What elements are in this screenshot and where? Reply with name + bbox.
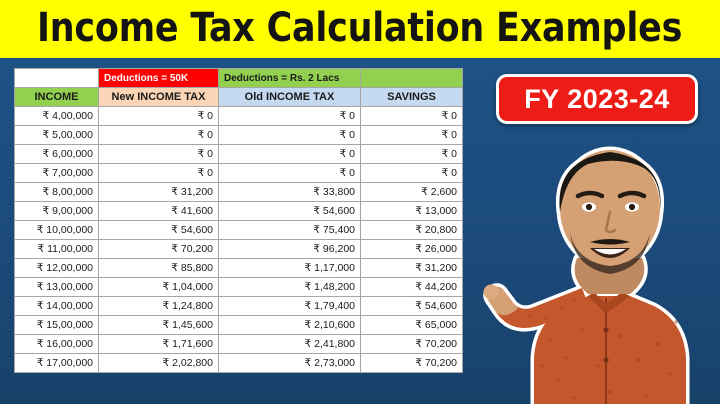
cell-savings[interactable]: ₹ 70,200: [360, 334, 463, 354]
cell-old-income-tax[interactable]: ₹ 96,200: [218, 239, 361, 259]
cell-income[interactable]: ₹ 10,00,000: [14, 220, 99, 240]
cell-old-income-tax[interactable]: ₹ 2,41,800: [218, 334, 361, 354]
table-row: ₹ 15,00,000 ₹ 1,45,600 ₹ 2,10,600 ₹ 65,000: [14, 315, 463, 335]
cell-income[interactable]: ₹ 13,00,000: [14, 277, 99, 297]
cell-savings[interactable]: ₹ 0: [360, 163, 463, 183]
shirt: [534, 296, 686, 404]
cell-new-income-tax[interactable]: ₹ 41,600: [98, 201, 219, 221]
cell-old-income-tax[interactable]: ₹ 1,17,000: [218, 258, 361, 278]
page-title: Income Tax Calculation Examples: [37, 5, 683, 51]
cell-income[interactable]: ₹ 16,00,000: [14, 334, 99, 354]
note-cell-blank: [14, 68, 99, 88]
cell-savings[interactable]: ₹ 31,200: [360, 258, 463, 278]
table-header-row: INCOME New INCOME TAX Old INCOME TAX SAV…: [14, 87, 463, 107]
cell-new-income-tax[interactable]: ₹ 1,45,600: [98, 315, 219, 335]
cell-savings[interactable]: ₹ 44,200: [360, 277, 463, 297]
income-tax-table: Deductions = 50K Deductions = Rs. 2 Lacs…: [14, 68, 463, 373]
cell-savings[interactable]: ₹ 70,200: [360, 353, 463, 373]
content-stage: Deductions = 50K Deductions = Rs. 2 Lacs…: [0, 58, 720, 404]
cell-new-income-tax[interactable]: ₹ 2,02,800: [98, 353, 219, 373]
cell-new-income-tax[interactable]: ₹ 31,200: [98, 182, 219, 202]
note-cell-savings: [360, 68, 463, 88]
table-row: ₹ 12,00,000 ₹ 85,800 ₹ 1,17,000 ₹ 31,200: [14, 258, 463, 278]
cell-income[interactable]: ₹ 9,00,000: [14, 201, 99, 221]
table-row: ₹ 11,00,000 ₹ 70,200 ₹ 96,200 ₹ 26,000: [14, 239, 463, 259]
presenter-illustration: [483, 146, 690, 404]
cell-income[interactable]: ₹ 7,00,000: [14, 163, 99, 183]
table-row: ₹ 6,00,000 ₹ 0 ₹ 0 ₹ 0: [14, 144, 463, 164]
fy-badge: FY 2023-24: [496, 74, 698, 124]
cell-old-income-tax[interactable]: ₹ 1,79,400: [218, 296, 361, 316]
cell-income[interactable]: ₹ 4,00,000: [14, 106, 99, 126]
presenter-cutout: [470, 108, 720, 404]
title-banner: Income Tax Calculation Examples: [0, 0, 720, 58]
cell-old-income-tax[interactable]: ₹ 0: [218, 125, 361, 145]
cell-income[interactable]: ₹ 12,00,000: [14, 258, 99, 278]
fy-badge-label: FY 2023-24: [524, 83, 670, 114]
table-row: ₹ 8,00,000 ₹ 31,200 ₹ 33,800 ₹ 2,600: [14, 182, 463, 202]
note-cell-old-tax: Deductions = Rs. 2 Lacs: [218, 68, 361, 88]
table-note-row: Deductions = 50K Deductions = Rs. 2 Lacs: [14, 68, 463, 88]
cell-old-income-tax[interactable]: ₹ 1,48,200: [218, 277, 361, 297]
cell-new-income-tax[interactable]: ₹ 0: [98, 125, 219, 145]
table-row: ₹ 10,00,000 ₹ 54,600 ₹ 75,400 ₹ 20,800: [14, 220, 463, 240]
table-row: ₹ 16,00,000 ₹ 1,71,600 ₹ 2,41,800 ₹ 70,200: [14, 334, 463, 354]
face: [560, 150, 660, 266]
cell-income[interactable]: ₹ 14,00,000: [14, 296, 99, 316]
cell-new-income-tax[interactable]: ₹ 85,800: [98, 258, 219, 278]
column-header-income[interactable]: INCOME: [14, 87, 99, 107]
cell-income[interactable]: ₹ 15,00,000: [14, 315, 99, 335]
cell-income[interactable]: ₹ 17,00,000: [14, 353, 99, 373]
column-header-savings[interactable]: SAVINGS: [360, 87, 463, 107]
table-row: ₹ 9,00,000 ₹ 41,600 ₹ 54,600 ₹ 13,000: [14, 201, 463, 221]
cell-new-income-tax[interactable]: ₹ 70,200: [98, 239, 219, 259]
pointing-arm: [486, 286, 588, 328]
cell-savings[interactable]: ₹ 54,600: [360, 296, 463, 316]
cell-savings[interactable]: ₹ 20,800: [360, 220, 463, 240]
table-row: ₹ 5,00,000 ₹ 0 ₹ 0 ₹ 0: [14, 125, 463, 145]
cell-savings[interactable]: ₹ 26,000: [360, 239, 463, 259]
column-header-old-income-tax[interactable]: Old INCOME TAX: [218, 87, 361, 107]
cell-new-income-tax[interactable]: ₹ 0: [98, 106, 219, 126]
cell-income[interactable]: ₹ 8,00,000: [14, 182, 99, 202]
cell-old-income-tax[interactable]: ₹ 2,10,600: [218, 315, 361, 335]
cell-new-income-tax[interactable]: ₹ 1,24,800: [98, 296, 219, 316]
cell-old-income-tax[interactable]: ₹ 54,600: [218, 201, 361, 221]
table-row: ₹ 13,00,000 ₹ 1,04,000 ₹ 1,48,200 ₹ 44,200: [14, 277, 463, 297]
cell-old-income-tax[interactable]: ₹ 0: [218, 163, 361, 183]
cell-savings[interactable]: ₹ 0: [360, 125, 463, 145]
cell-savings[interactable]: ₹ 0: [360, 106, 463, 126]
cell-old-income-tax[interactable]: ₹ 2,73,000: [218, 353, 361, 373]
table-row: ₹ 7,00,000 ₹ 0 ₹ 0 ₹ 0: [14, 163, 463, 183]
cell-savings[interactable]: ₹ 65,000: [360, 315, 463, 335]
cell-savings[interactable]: ₹ 0: [360, 144, 463, 164]
cell-new-income-tax[interactable]: ₹ 0: [98, 163, 219, 183]
cell-income[interactable]: ₹ 5,00,000: [14, 125, 99, 145]
cell-new-income-tax[interactable]: ₹ 0: [98, 144, 219, 164]
cell-new-income-tax[interactable]: ₹ 54,600: [98, 220, 219, 240]
cell-old-income-tax[interactable]: ₹ 0: [218, 144, 361, 164]
cell-income[interactable]: ₹ 11,00,000: [14, 239, 99, 259]
cell-old-income-tax[interactable]: ₹ 75,400: [218, 220, 361, 240]
table-row: ₹ 14,00,000 ₹ 1,24,800 ₹ 1,79,400 ₹ 54,600: [14, 296, 463, 316]
cell-old-income-tax[interactable]: ₹ 33,800: [218, 182, 361, 202]
fingertip: [483, 284, 499, 300]
column-header-new-income-tax[interactable]: New INCOME TAX: [98, 87, 219, 107]
table-row: ₹ 4,00,000 ₹ 0 ₹ 0 ₹ 0: [14, 106, 463, 126]
cell-income[interactable]: ₹ 6,00,000: [14, 144, 99, 164]
cell-savings[interactable]: ₹ 2,600: [360, 182, 463, 202]
cell-savings[interactable]: ₹ 13,000: [360, 201, 463, 221]
cell-new-income-tax[interactable]: ₹ 1,04,000: [98, 277, 219, 297]
cell-new-income-tax[interactable]: ₹ 1,71,600: [98, 334, 219, 354]
note-cell-new-tax: Deductions = 50K: [98, 68, 219, 88]
table-row: ₹ 17,00,000 ₹ 2,02,800 ₹ 2,73,000 ₹ 70,200: [14, 353, 463, 373]
cell-old-income-tax[interactable]: ₹ 0: [218, 106, 361, 126]
